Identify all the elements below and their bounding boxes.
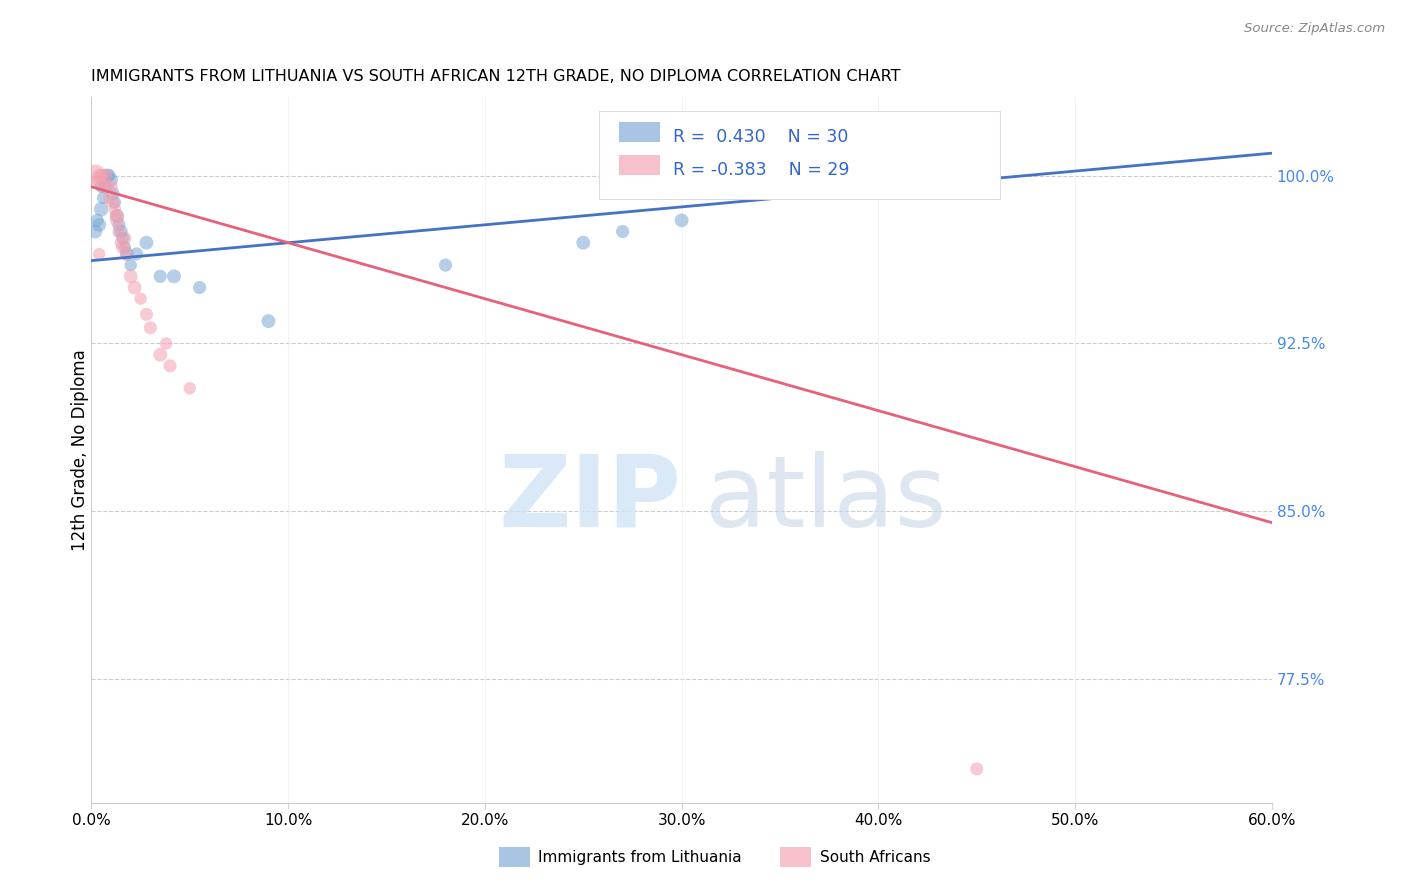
- Point: [98, 191, 121, 205]
- Point: [89, 218, 111, 232]
- Point: [110, 225, 132, 239]
- FancyBboxPatch shape: [619, 122, 661, 142]
- Point: [100, 179, 122, 194]
- Point: [84, 169, 107, 183]
- Text: R = -0.383    N = 29: R = -0.383 N = 29: [673, 161, 849, 178]
- Point: [98, 169, 121, 183]
- Point: [101, 186, 124, 201]
- FancyBboxPatch shape: [499, 847, 530, 867]
- Text: South Africans: South Africans: [820, 850, 931, 864]
- Point: [129, 292, 152, 306]
- Point: [105, 209, 128, 223]
- Text: R =  0.430    N = 30: R = 0.430 N = 30: [673, 128, 849, 145]
- FancyBboxPatch shape: [619, 155, 661, 175]
- Point: [91, 191, 114, 205]
- Point: [149, 269, 172, 284]
- Point: [710, 179, 733, 194]
- Point: [90, 202, 112, 216]
- Point: [159, 359, 181, 373]
- Point: [89, 169, 111, 183]
- Text: IMMIGRANTS FROM LITHUANIA VS SOUTH AFRICAN 12TH GRADE, NO DIPLOMA CORRELATION CH: IMMIGRANTS FROM LITHUANIA VS SOUTH AFRIC…: [91, 69, 901, 84]
- Point: [125, 247, 148, 261]
- Point: [90, 169, 112, 183]
- Point: [671, 213, 693, 227]
- Point: [111, 240, 134, 254]
- Point: [100, 173, 122, 187]
- Y-axis label: 12th Grade, No Diploma: 12th Grade, No Diploma: [72, 349, 89, 550]
- Point: [120, 258, 142, 272]
- Point: [188, 280, 211, 294]
- Point: [94, 179, 117, 194]
- Point: [86, 213, 108, 227]
- Text: atlas: atlas: [706, 450, 946, 548]
- Point: [105, 213, 128, 227]
- Point: [111, 231, 134, 245]
- Text: Source: ZipAtlas.com: Source: ZipAtlas.com: [1244, 22, 1385, 36]
- Point: [434, 258, 457, 272]
- Point: [163, 269, 186, 284]
- Point: [179, 381, 201, 395]
- Point: [110, 235, 132, 250]
- Point: [94, 169, 117, 183]
- Point: [135, 307, 157, 321]
- Point: [108, 218, 131, 232]
- FancyBboxPatch shape: [599, 112, 1001, 200]
- Point: [84, 225, 107, 239]
- Text: Immigrants from Lithuania: Immigrants from Lithuania: [538, 850, 742, 864]
- Point: [572, 235, 595, 250]
- Point: [91, 179, 114, 194]
- Point: [105, 209, 128, 223]
- Point: [89, 247, 111, 261]
- Point: [124, 280, 146, 294]
- Text: ZIP: ZIP: [499, 450, 682, 548]
- Point: [139, 321, 162, 335]
- Point: [101, 195, 124, 210]
- Point: [108, 225, 131, 239]
- Point: [155, 336, 177, 351]
- Point: [120, 269, 142, 284]
- Point: [96, 169, 118, 183]
- Point: [149, 348, 172, 362]
- Point: [257, 314, 280, 328]
- Point: [90, 179, 112, 194]
- Point: [115, 247, 138, 261]
- Point: [114, 240, 136, 254]
- Point: [104, 195, 127, 210]
- Point: [135, 235, 157, 250]
- Point: [612, 225, 634, 239]
- Point: [114, 231, 136, 245]
- Point: [104, 202, 127, 216]
- Point: [86, 173, 108, 187]
- Point: [115, 247, 138, 261]
- Point: [96, 179, 118, 194]
- FancyBboxPatch shape: [780, 847, 811, 867]
- Point: [966, 762, 988, 776]
